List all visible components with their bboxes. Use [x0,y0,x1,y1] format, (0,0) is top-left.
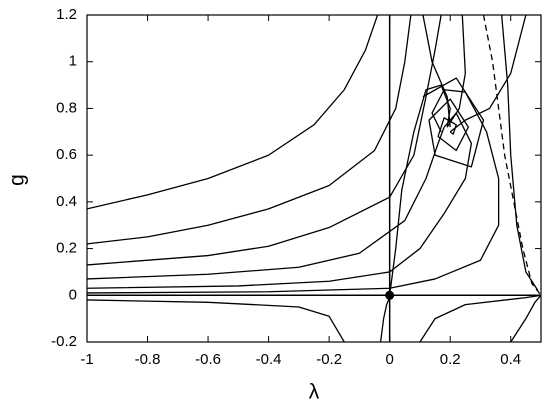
x-tick-label: -0.4 [256,351,282,368]
x-axis-label: λ [309,381,320,404]
y-tick-label: 1 [69,53,77,70]
y-tick-label: 0.6 [56,146,77,163]
trajectory [87,126,445,280]
y-tick-label: -0.2 [51,333,77,350]
trajectory [87,299,345,342]
y-tick-label: 0.8 [56,99,77,116]
x-tick-label: 0 [385,351,393,368]
trajectory [422,15,451,128]
y-tick-label: 0.2 [56,240,77,257]
x-tick-label: 0.2 [440,351,461,368]
x-tick-label: -1 [80,351,93,368]
trajectory [449,15,527,133]
x-tick-label: -0.6 [195,351,221,368]
y-tick-label: 0 [69,286,77,303]
trajectory [422,77,485,168]
trajectory [379,297,391,342]
x-tick-label: -0.8 [135,351,161,368]
y-axis-label: g [6,174,29,186]
plot-area [87,15,541,342]
trajectory [87,89,500,294]
x-tick-label: -0.2 [316,351,342,368]
fixed-point [385,290,395,300]
trajectory [419,294,541,342]
trajectory [446,15,466,128]
trajectory [87,112,473,289]
plot-frame [86,14,542,343]
y-tick-label: 0.4 [56,193,77,210]
trajectory [510,294,541,342]
x-tick-label: 0.4 [500,351,521,368]
trajectory [501,15,539,291]
trajectory [87,15,442,266]
trajectory [389,84,451,296]
trajectory [87,15,412,245]
separatrix [482,15,541,296]
trajectory [87,15,379,210]
y-tick-label: 1.2 [56,6,77,23]
